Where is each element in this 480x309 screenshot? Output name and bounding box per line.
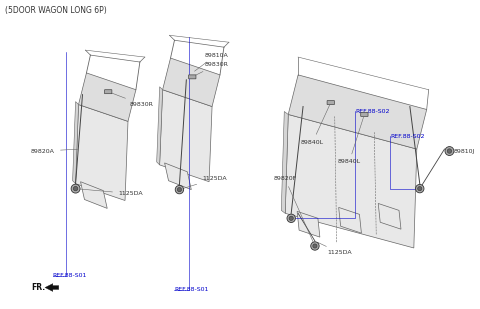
- Polygon shape: [45, 284, 59, 291]
- Circle shape: [71, 184, 80, 193]
- Circle shape: [175, 185, 184, 194]
- Circle shape: [416, 184, 424, 193]
- FancyBboxPatch shape: [189, 75, 196, 79]
- Polygon shape: [81, 182, 107, 208]
- Text: 89820A: 89820A: [31, 149, 78, 154]
- Polygon shape: [378, 203, 401, 229]
- Circle shape: [287, 214, 295, 222]
- Text: 89810A: 89810A: [194, 53, 228, 71]
- Polygon shape: [281, 112, 288, 213]
- FancyBboxPatch shape: [327, 101, 335, 104]
- Text: 89830R: 89830R: [195, 62, 228, 76]
- Text: 1125DA: 1125DA: [78, 189, 143, 196]
- FancyBboxPatch shape: [361, 112, 368, 116]
- Text: 89830R: 89830R: [111, 93, 154, 107]
- Polygon shape: [79, 73, 136, 121]
- Circle shape: [313, 244, 317, 248]
- Polygon shape: [165, 163, 192, 190]
- Text: 89840L: 89840L: [301, 105, 330, 145]
- Circle shape: [445, 146, 454, 155]
- Polygon shape: [72, 102, 79, 184]
- Polygon shape: [285, 114, 417, 248]
- Polygon shape: [156, 87, 163, 165]
- Text: REF.88-S02: REF.88-S02: [390, 134, 425, 139]
- Text: 89840L: 89840L: [337, 117, 363, 164]
- Circle shape: [289, 216, 293, 220]
- Circle shape: [447, 149, 452, 153]
- Polygon shape: [75, 104, 128, 201]
- Polygon shape: [160, 90, 212, 182]
- Text: (5DOOR WAGON LONG 6P): (5DOOR WAGON LONG 6P): [5, 6, 107, 15]
- Text: 1125DA: 1125DA: [317, 242, 352, 256]
- Polygon shape: [339, 207, 361, 233]
- Polygon shape: [297, 211, 320, 237]
- Text: REF.88-S01: REF.88-S01: [53, 273, 87, 278]
- Circle shape: [311, 242, 319, 250]
- Polygon shape: [163, 58, 220, 107]
- Text: FR.: FR.: [31, 283, 45, 292]
- Polygon shape: [288, 75, 427, 149]
- Text: 1125DA: 1125DA: [182, 176, 227, 189]
- Circle shape: [418, 187, 422, 191]
- FancyBboxPatch shape: [105, 90, 112, 94]
- Text: 89820F: 89820F: [274, 176, 314, 243]
- Circle shape: [73, 186, 78, 191]
- Text: REF.88-S01: REF.88-S01: [174, 287, 209, 292]
- Text: REF.88-S02: REF.88-S02: [356, 109, 390, 114]
- Text: 89810J: 89810J: [449, 149, 475, 154]
- Circle shape: [177, 188, 181, 192]
